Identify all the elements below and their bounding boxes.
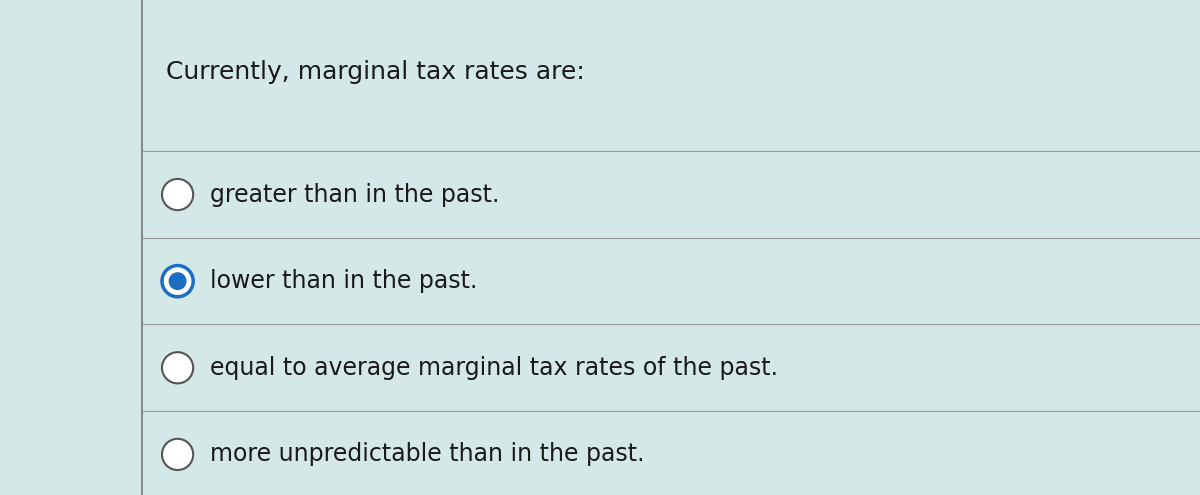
Text: Currently, marginal tax rates are:: Currently, marginal tax rates are:: [166, 60, 584, 84]
Ellipse shape: [162, 352, 193, 384]
Ellipse shape: [162, 439, 193, 470]
Ellipse shape: [169, 272, 186, 290]
Text: greater than in the past.: greater than in the past.: [210, 183, 499, 206]
Text: more unpredictable than in the past.: more unpredictable than in the past.: [210, 443, 644, 466]
Text: equal to average marginal tax rates of the past.: equal to average marginal tax rates of t…: [210, 356, 778, 380]
Text: lower than in the past.: lower than in the past.: [210, 269, 478, 293]
Ellipse shape: [162, 179, 193, 210]
Ellipse shape: [162, 265, 193, 297]
